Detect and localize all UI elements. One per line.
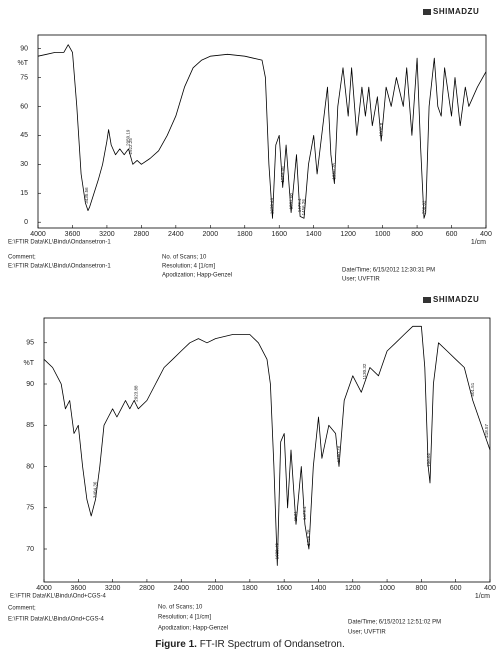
- x-tick-label: 3200: [105, 585, 121, 592]
- y-tick-label: 95: [26, 340, 34, 347]
- x-tick-label: 3600: [65, 231, 81, 238]
- file-path: E:\FTIR Data\KL\Bindu\Ondansetron-1: [8, 240, 111, 246]
- peak-label: 1280.78: [336, 445, 341, 462]
- x-tick-label: 600: [446, 231, 458, 238]
- info-scans: No. of Scans; 10: [162, 255, 207, 261]
- y-tick-label: 90: [26, 381, 34, 388]
- brand-logo: [423, 9, 431, 15]
- peak-label: 1008.8: [378, 122, 383, 136]
- x-tick-label: 600: [450, 585, 462, 592]
- x-tick-label: 1400: [311, 585, 327, 592]
- x-tick-label: 3200: [99, 231, 115, 238]
- info-user: User; UVFTIR: [342, 277, 380, 283]
- x-tick-label: 1600: [276, 585, 292, 592]
- y-tick-label: 30: [20, 161, 28, 168]
- x-tick-label: 3600: [71, 585, 87, 592]
- peak-label: 1130.32: [362, 363, 367, 379]
- peak-label: 3404.36: [92, 481, 97, 498]
- info-date: Date/Time; 6/15/2012 12:30:31 PM: [342, 268, 435, 274]
- x-tick-label: 1200: [345, 585, 361, 592]
- info-date: Date/Time; 6/15/2012 12:51:02 PM: [348, 620, 441, 626]
- x-axis-label: 1/cm: [471, 239, 486, 246]
- x-tick-label: 400: [484, 585, 496, 592]
- brand-logo: [423, 297, 431, 303]
- y-axis-label: %T: [24, 360, 35, 367]
- info-comment: E:\FTIR Data\KL\Bindu\Ond+CGS-4: [8, 617, 105, 623]
- peak-label: 758.02: [426, 453, 431, 467]
- info-comment: E:\FTIR Data\KL\Bindu\Ondansetron-1: [8, 264, 111, 270]
- info-resolution: Resolution; 4 [1/cm]: [158, 615, 211, 621]
- x-tick-label: 2800: [139, 585, 155, 592]
- x-tick-label: 1000: [375, 231, 391, 238]
- info-apodization: Apodization; Happ-Genzel: [158, 626, 228, 632]
- info-resolution: Resolution; 4 [1/cm]: [162, 264, 215, 270]
- file-path: E:\FTIR Data\KL\Bindu\Ond+CGS-4: [10, 594, 107, 600]
- info-comment-label: Comment;: [8, 606, 36, 612]
- x-tick-label: 2400: [168, 231, 184, 238]
- peak-label: 758.02: [421, 200, 426, 214]
- plot-frame: [43, 317, 491, 583]
- peak-label: 1479.4: [302, 506, 307, 520]
- x-tick-label: 2000: [203, 231, 219, 238]
- peak-label: 1456.26: [301, 199, 306, 216]
- x-tick-label: 1800: [237, 231, 253, 238]
- peak-label: 1639.49: [270, 197, 275, 214]
- peak-label: 1531: [293, 511, 298, 522]
- caption-label: Figure 1.: [155, 639, 197, 650]
- peak-label: 3435.56: [84, 187, 89, 204]
- peak-label: 1531.08: [288, 193, 293, 210]
- peak-label: 501.51: [470, 382, 475, 396]
- x-tick-label: 1000: [379, 585, 395, 592]
- x-tick-label: 1200: [340, 231, 356, 238]
- peak-label: 1479.4: [297, 198, 302, 212]
- y-tick-label: 60: [20, 103, 28, 110]
- brand: SHIMADZU: [433, 295, 479, 304]
- x-tick-label: 2400: [173, 585, 189, 592]
- caption: Figure 1. FT-IR Spectrum of Ondansetron.: [155, 639, 345, 650]
- peak-label: 1280.78: [331, 163, 336, 180]
- peak-label: 418.57: [484, 424, 489, 438]
- peak-label: 2950.19: [126, 129, 131, 146]
- x-tick-label: 400: [480, 231, 492, 238]
- info-scans: No. of Scans; 10: [158, 605, 203, 611]
- peak-label: 1579.06: [280, 166, 285, 183]
- brand: SHIMADZU: [433, 7, 479, 16]
- peak-label: 2923.88: [133, 385, 138, 402]
- y-tick-label: 75: [26, 505, 34, 512]
- spectrum-line: [37, 44, 487, 219]
- y-tick-label: 75: [20, 74, 28, 81]
- x-tick-label: 2000: [208, 585, 224, 592]
- x-tick-label: 4000: [36, 585, 52, 592]
- y-axis-label: %T: [18, 60, 29, 67]
- x-tick-label: 2800: [134, 231, 150, 238]
- y-tick-label: 80: [26, 463, 34, 470]
- peak-label: 2922.25: [128, 138, 133, 155]
- y-tick-label: 90: [20, 45, 28, 52]
- info-comment-label: Comment;: [8, 255, 36, 261]
- y-tick-label: 0: [24, 219, 28, 226]
- info-apodization: Apodization; Happ-Genzel: [162, 273, 232, 279]
- x-axis-label: 1/cm: [475, 593, 490, 600]
- x-tick-label: 1600: [271, 231, 287, 238]
- plot-frame: [37, 34, 487, 229]
- y-tick-label: 15: [20, 190, 28, 197]
- y-tick-label: 45: [20, 132, 28, 139]
- x-tick-label: 1400: [306, 231, 322, 238]
- info-user: User; UVFTIR: [348, 630, 386, 636]
- peak-label: 1639.49: [275, 543, 280, 560]
- y-tick-label: 85: [26, 422, 34, 429]
- x-tick-label: 800: [416, 585, 428, 592]
- x-tick-label: 4000: [30, 231, 46, 238]
- x-tick-label: 800: [411, 231, 423, 238]
- spectrum-line: [43, 325, 491, 566]
- x-tick-label: 1800: [242, 585, 258, 592]
- peak-label: 1456.26: [306, 529, 311, 546]
- y-tick-label: 70: [26, 546, 34, 553]
- caption-text: FT-IR Spectrum of Ondansetron.: [200, 639, 345, 650]
